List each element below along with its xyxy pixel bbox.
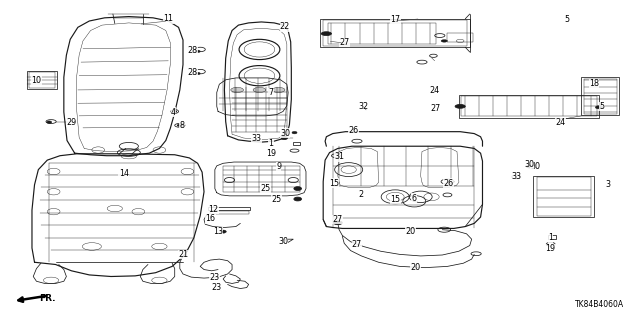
- Text: TK84B4060A: TK84B4060A: [575, 300, 625, 309]
- Text: 7: 7: [268, 88, 273, 97]
- Text: 30: 30: [278, 237, 288, 246]
- Bar: [534, 176, 594, 217]
- Text: 31: 31: [334, 152, 344, 161]
- Bar: [223, 166, 300, 192]
- Text: 22: 22: [280, 22, 290, 31]
- Text: 30: 30: [531, 162, 540, 171]
- Bar: [548, 235, 556, 239]
- Text: 28: 28: [188, 68, 198, 77]
- Text: 21: 21: [178, 250, 188, 259]
- Text: 20: 20: [410, 263, 420, 272]
- Text: 26: 26: [444, 179, 454, 188]
- Bar: [209, 207, 250, 210]
- Bar: [537, 177, 591, 216]
- Text: 33: 33: [511, 172, 521, 182]
- Ellipse shape: [47, 121, 52, 123]
- Text: 6: 6: [412, 194, 417, 203]
- Bar: [320, 19, 470, 47]
- Text: 12: 12: [209, 205, 219, 214]
- Ellipse shape: [177, 124, 182, 126]
- Text: 5: 5: [599, 102, 604, 111]
- Bar: [292, 142, 300, 145]
- Text: 1: 1: [548, 234, 553, 242]
- Text: 2: 2: [359, 190, 364, 199]
- Ellipse shape: [321, 32, 332, 35]
- Bar: [459, 95, 599, 118]
- Ellipse shape: [527, 165, 534, 168]
- Text: 19: 19: [266, 149, 276, 158]
- Text: 26: 26: [348, 126, 358, 135]
- Text: 27: 27: [333, 215, 343, 224]
- Text: 15: 15: [390, 195, 400, 204]
- Text: 25: 25: [260, 184, 271, 193]
- Ellipse shape: [292, 131, 297, 134]
- Bar: [581, 77, 620, 115]
- Text: 33: 33: [252, 134, 261, 144]
- Text: 9: 9: [276, 162, 281, 171]
- Text: 30: 30: [524, 160, 534, 169]
- Bar: [461, 96, 596, 116]
- Bar: [584, 78, 617, 114]
- Ellipse shape: [173, 110, 177, 112]
- Text: FR.: FR.: [40, 294, 56, 303]
- Text: 27: 27: [352, 241, 362, 249]
- Text: 15: 15: [329, 179, 339, 188]
- Ellipse shape: [220, 230, 227, 233]
- Bar: [328, 23, 436, 44]
- Text: 8: 8: [179, 121, 184, 130]
- Text: 5: 5: [564, 15, 570, 24]
- Bar: [210, 211, 249, 214]
- Ellipse shape: [441, 40, 447, 42]
- Ellipse shape: [195, 72, 200, 75]
- Text: 27: 27: [339, 38, 349, 47]
- Text: 29: 29: [67, 118, 77, 127]
- Text: 13: 13: [213, 227, 223, 236]
- Text: 10: 10: [31, 76, 42, 85]
- Text: 14: 14: [119, 169, 129, 178]
- Text: 30: 30: [280, 129, 290, 138]
- Ellipse shape: [272, 87, 285, 93]
- Text: 18: 18: [589, 79, 599, 88]
- Bar: [29, 72, 55, 88]
- Text: 20: 20: [405, 227, 415, 236]
- Text: 25: 25: [271, 195, 282, 204]
- Ellipse shape: [253, 87, 266, 93]
- Ellipse shape: [294, 197, 301, 201]
- Text: 1: 1: [268, 139, 273, 148]
- Text: 16: 16: [205, 214, 216, 223]
- Bar: [447, 33, 473, 42]
- Text: 32: 32: [358, 102, 369, 111]
- Ellipse shape: [195, 50, 200, 53]
- Bar: [323, 20, 467, 46]
- Ellipse shape: [455, 105, 465, 108]
- Text: 23: 23: [210, 273, 220, 282]
- Text: 24: 24: [429, 86, 440, 95]
- Ellipse shape: [595, 106, 603, 109]
- Text: 23: 23: [212, 283, 222, 292]
- Text: 17: 17: [390, 15, 400, 24]
- Ellipse shape: [333, 221, 342, 225]
- Ellipse shape: [231, 87, 244, 93]
- Text: 19: 19: [546, 244, 556, 253]
- Ellipse shape: [294, 187, 301, 190]
- Bar: [27, 71, 58, 89]
- Text: 28: 28: [188, 46, 198, 55]
- Text: 24: 24: [556, 118, 566, 127]
- Text: 3: 3: [605, 180, 611, 189]
- Text: 4: 4: [171, 108, 176, 116]
- Text: 11: 11: [163, 14, 173, 23]
- Ellipse shape: [281, 137, 287, 140]
- Text: 27: 27: [431, 104, 441, 113]
